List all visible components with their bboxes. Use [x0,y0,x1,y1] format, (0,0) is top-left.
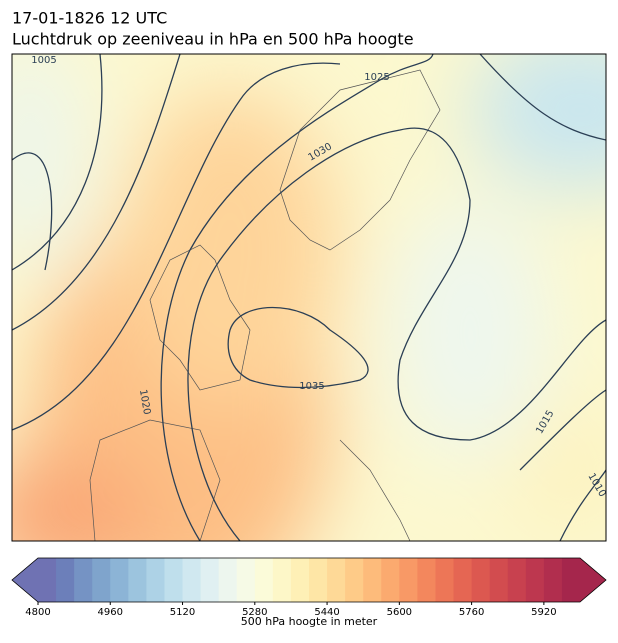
contour-label: 1020 [137,389,152,416]
colorbar-extend-low [12,558,38,602]
colorbar-segment [399,558,418,602]
colorbar-tick-label: 4960 [98,607,123,618]
colorbar-tick-label: 5120 [170,607,195,618]
colorbar-segment [254,558,274,602]
colorbar-label: 500 hPa hoogte in meter [241,615,378,628]
colorbar: 4800 4960 5120 5280 5440 5600 5760 5920 500 hPa … [11,557,607,628]
colorbar-segment [363,558,382,602]
title: 17-01-1826 12 UTC [12,9,167,28]
colorbar-tick-label: 5920 [531,607,556,618]
colorbar-segment [290,558,310,602]
colorbar-tick-label: 4800 [25,607,50,618]
colorbar-segment [182,558,202,602]
colorbar-segment [146,558,165,602]
colorbar-segment [200,558,220,602]
colorbar-segment [471,558,491,602]
colorbar-segment [92,558,111,602]
colorbar-segment [543,558,563,602]
colorbar-segment [236,558,256,602]
map-frame [11,53,607,542]
colorbar-segment [525,558,545,602]
colorbar-tick-label: 5600 [387,607,412,618]
colorbar-segment [218,558,238,602]
colorbar-segment [327,558,346,602]
colorbar-tick-label: 5760 [459,607,484,618]
colorbar-segment [74,558,93,602]
colorbar-segment [561,558,581,602]
colorbar-segment [128,558,147,602]
colorbar-outline [11,557,607,603]
colorbar-segment [272,558,292,602]
colorbar-segment [417,558,436,602]
colorbar-tick-label: 5440 [314,607,339,618]
colorbar-segment [489,558,509,602]
contour-label: 1035 [299,381,324,392]
colorbar-segment [381,558,400,602]
colorbar-segment [309,558,328,602]
colorbar-segment [38,558,57,602]
colorbar-segment [507,558,527,602]
contour-label: 1005 [31,55,56,66]
colorbar-segment [435,558,455,602]
contour-label: 1025 [364,72,389,83]
map: 1005 1025 1030 1035 1020 1015 1010 [12,54,606,541]
colorbar-extend-high [580,558,606,602]
colorbar-segment [164,558,184,602]
subtitle: Luchtdruk op zeeniveau in hPa en 500 hPa… [12,30,414,49]
colorbar-tick-label: 5280 [242,607,267,618]
colorbar-segment [453,558,473,602]
colorbar-segment [110,558,129,602]
colorbar-segment [345,558,364,602]
colorbar-segment [56,558,75,602]
